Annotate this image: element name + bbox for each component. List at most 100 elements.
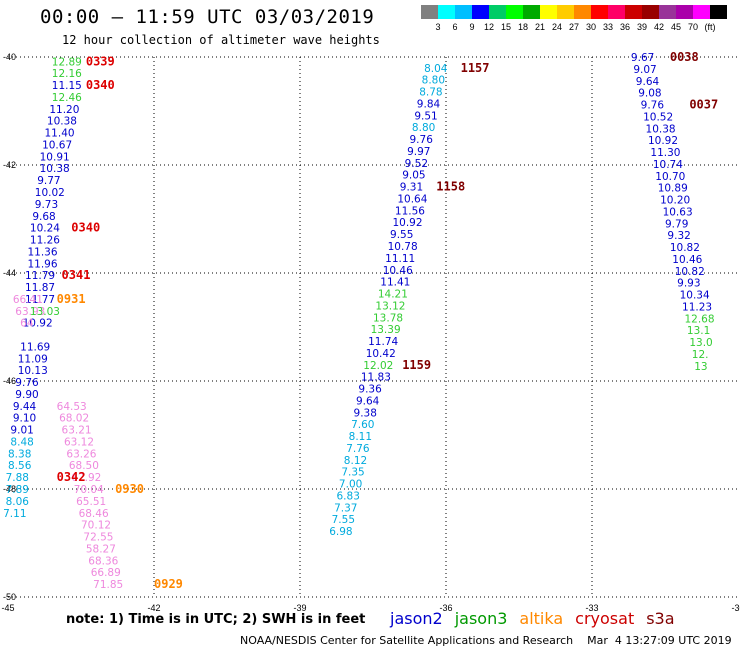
colorbar-label: 70	[688, 22, 698, 32]
swh-label: 9.64	[356, 395, 380, 407]
swh-label: 11.79	[25, 270, 55, 282]
x-tick-label: -42	[147, 603, 160, 613]
swh-label: 10.92	[23, 318, 53, 330]
swh-label: 10.02	[35, 187, 65, 199]
swh-label: 70.12	[81, 520, 111, 532]
swh-label: 68.50	[69, 460, 99, 472]
legend-jason3: jason3	[454, 609, 508, 628]
colorbar-swatch	[438, 5, 455, 19]
colorbar-label: 33	[603, 22, 613, 32]
swh-label: 10.92	[648, 135, 678, 147]
swh-label: 11.74	[368, 336, 398, 348]
swh-label: 64	[20, 318, 34, 330]
colorbar-swatch	[489, 5, 506, 19]
time-label: 0930	[115, 482, 144, 496]
swh-label: 63.93	[15, 306, 45, 318]
swh-label: 10.91	[40, 151, 70, 163]
time-label: 0340	[86, 78, 115, 92]
swh-label: 9.44	[13, 401, 37, 413]
time-label: 0038	[670, 50, 699, 64]
swh-label: 11.83	[361, 372, 391, 384]
time-label: 1158	[436, 180, 465, 194]
swh-label: 9.36	[358, 384, 382, 396]
colorbar: 3 6 9 12 15 18 21 24 27 30 33 36 39 42 45 70 (ft)	[421, 5, 727, 32]
swh-label: 9.77	[37, 175, 60, 187]
swh-label: 65.51	[76, 496, 106, 508]
swh-label: 11.77	[25, 294, 55, 306]
swh-label: 9.64	[636, 76, 660, 88]
swh-label: 11.40	[45, 128, 75, 140]
time-label: 0931	[57, 292, 86, 306]
swh-label: 10.42	[366, 348, 396, 360]
swh-label: 7.35	[341, 467, 364, 479]
swh-label: 7.76	[346, 443, 370, 455]
swh-label: 10.38	[646, 123, 676, 135]
swh-label: 9.55	[390, 229, 413, 241]
x-tick-label: -36	[439, 603, 452, 613]
colorbar-swatch	[472, 5, 489, 19]
swh-label: 66.41	[13, 294, 43, 306]
swh-label: 10.24	[30, 223, 60, 235]
x-tick-label: -39	[293, 603, 306, 613]
y-tick-label: -50	[3, 592, 16, 602]
swh-label: 9.38	[354, 407, 377, 419]
swh-label: 10.46	[383, 265, 413, 277]
colorbar-label: 42	[654, 22, 664, 32]
colorbar-swatch	[591, 5, 608, 19]
swh-label: 12.89	[52, 56, 82, 68]
legend-s3a: s3a	[646, 609, 675, 628]
x-tick-label: -45	[1, 603, 14, 613]
colorbar-swatch	[659, 5, 676, 19]
swh-label: 8.80	[422, 75, 445, 87]
swh-label: 68.46	[79, 508, 109, 520]
colorbar-swatch	[506, 5, 523, 19]
swh-label: 63.26	[66, 448, 96, 460]
swh-label: 9.31	[400, 182, 423, 194]
swh-label: 9.97	[407, 146, 430, 158]
swh-label: 9.51	[414, 110, 437, 122]
swh-label: 12.	[692, 349, 709, 361]
y-tick-label: -40	[3, 52, 16, 62]
swh-label: 9.73	[35, 199, 58, 211]
swh-label: 9.07	[633, 64, 656, 76]
swh-label: 11.11	[385, 253, 415, 265]
grid	[8, 56, 738, 598]
swh-label: 13.0	[689, 337, 712, 349]
chart-subtitle: 12 hour collection of altimeter wave hei…	[62, 33, 380, 47]
colorbar-swatch	[523, 5, 540, 19]
swh-label: 10.89	[658, 183, 688, 195]
colorbar-label: 6	[452, 22, 457, 32]
swh-label: 9.84	[417, 98, 441, 110]
swh-label: 10.46	[672, 254, 702, 266]
swh-label: 66.89	[91, 567, 121, 579]
colorbar-swatch	[625, 5, 642, 19]
swh-label: 14.21	[378, 289, 408, 301]
swh-label: 11.41	[380, 277, 410, 289]
swh-label: 11.87	[25, 282, 55, 294]
colorbar-swatch	[693, 5, 710, 19]
colorbar-label: 27	[569, 22, 579, 32]
swh-label: 10.20	[660, 195, 690, 207]
swh-label: 11.36	[27, 246, 57, 258]
swh-label: 63.12	[64, 436, 94, 448]
colorbar-swatch	[574, 5, 591, 19]
swh-label: 11.23	[682, 301, 712, 313]
time-label: 0342	[57, 470, 86, 484]
swh-label: 10.74	[653, 159, 683, 171]
swh-label: 7.00	[339, 479, 362, 491]
colorbar-label: 21	[535, 22, 545, 32]
legend-cryosat: cryosat	[575, 609, 635, 628]
swh-label: 7.60	[351, 419, 374, 431]
time-label: 0341	[62, 268, 91, 282]
colorbar-label: 24	[552, 22, 562, 32]
swh-label: 11.26	[30, 235, 60, 247]
swh-label: 8.48	[10, 436, 33, 448]
swh-label: 6.83	[337, 490, 360, 502]
swh-label: 10.38	[47, 116, 77, 128]
swh-label: 13.03	[30, 306, 60, 318]
swh-label: 58.27	[86, 543, 116, 555]
swh-label: 7.55	[332, 514, 355, 526]
note-text: note: 1) Time is in UTC; 2) SWH is in fe…	[66, 612, 366, 627]
swh-label: 7.88	[6, 472, 29, 484]
